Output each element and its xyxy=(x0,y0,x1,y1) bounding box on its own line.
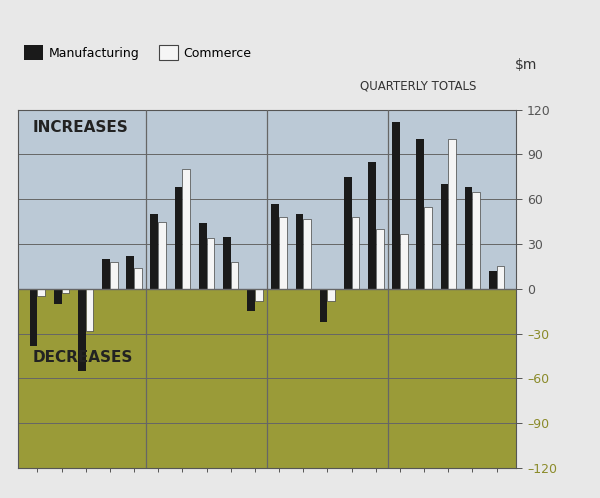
Bar xyxy=(199,223,206,289)
Text: QUARTERLY TOTALS: QUARTERLY TOTALS xyxy=(360,79,476,92)
Text: DECREASES: DECREASES xyxy=(33,350,133,365)
Bar xyxy=(223,237,231,289)
Bar xyxy=(175,187,182,289)
Text: $m: $m xyxy=(515,58,537,72)
Bar xyxy=(440,184,448,289)
Bar xyxy=(134,268,142,289)
Bar xyxy=(344,177,352,289)
Bar xyxy=(62,289,69,293)
Bar xyxy=(400,234,407,289)
Bar xyxy=(18,110,516,289)
Bar xyxy=(352,217,359,289)
Bar xyxy=(102,259,110,289)
Bar xyxy=(416,139,424,289)
Bar xyxy=(127,256,134,289)
Bar xyxy=(303,219,311,289)
Bar xyxy=(29,289,37,346)
Bar xyxy=(255,289,263,301)
Text: INCREASES: INCREASES xyxy=(33,121,128,135)
Bar xyxy=(18,289,516,468)
Bar xyxy=(151,214,158,289)
Legend: Manufacturing, Commerce: Manufacturing, Commerce xyxy=(24,45,252,60)
Bar xyxy=(368,162,376,289)
Bar xyxy=(110,262,118,289)
Bar xyxy=(54,289,62,304)
Bar xyxy=(279,217,287,289)
Bar xyxy=(86,289,94,331)
Bar xyxy=(296,214,303,289)
Bar xyxy=(424,207,432,289)
Bar xyxy=(206,238,214,289)
Bar xyxy=(320,289,328,322)
Bar xyxy=(392,122,400,289)
Bar xyxy=(247,289,255,311)
Bar xyxy=(465,187,472,289)
Bar xyxy=(182,169,190,289)
Bar xyxy=(448,139,456,289)
Bar xyxy=(328,289,335,301)
Bar xyxy=(489,271,497,289)
Bar xyxy=(37,289,45,296)
Bar xyxy=(158,222,166,289)
Bar xyxy=(78,289,86,371)
Bar xyxy=(376,229,383,289)
Bar xyxy=(472,192,480,289)
Bar xyxy=(231,262,238,289)
Bar xyxy=(497,266,505,289)
Bar xyxy=(271,204,279,289)
